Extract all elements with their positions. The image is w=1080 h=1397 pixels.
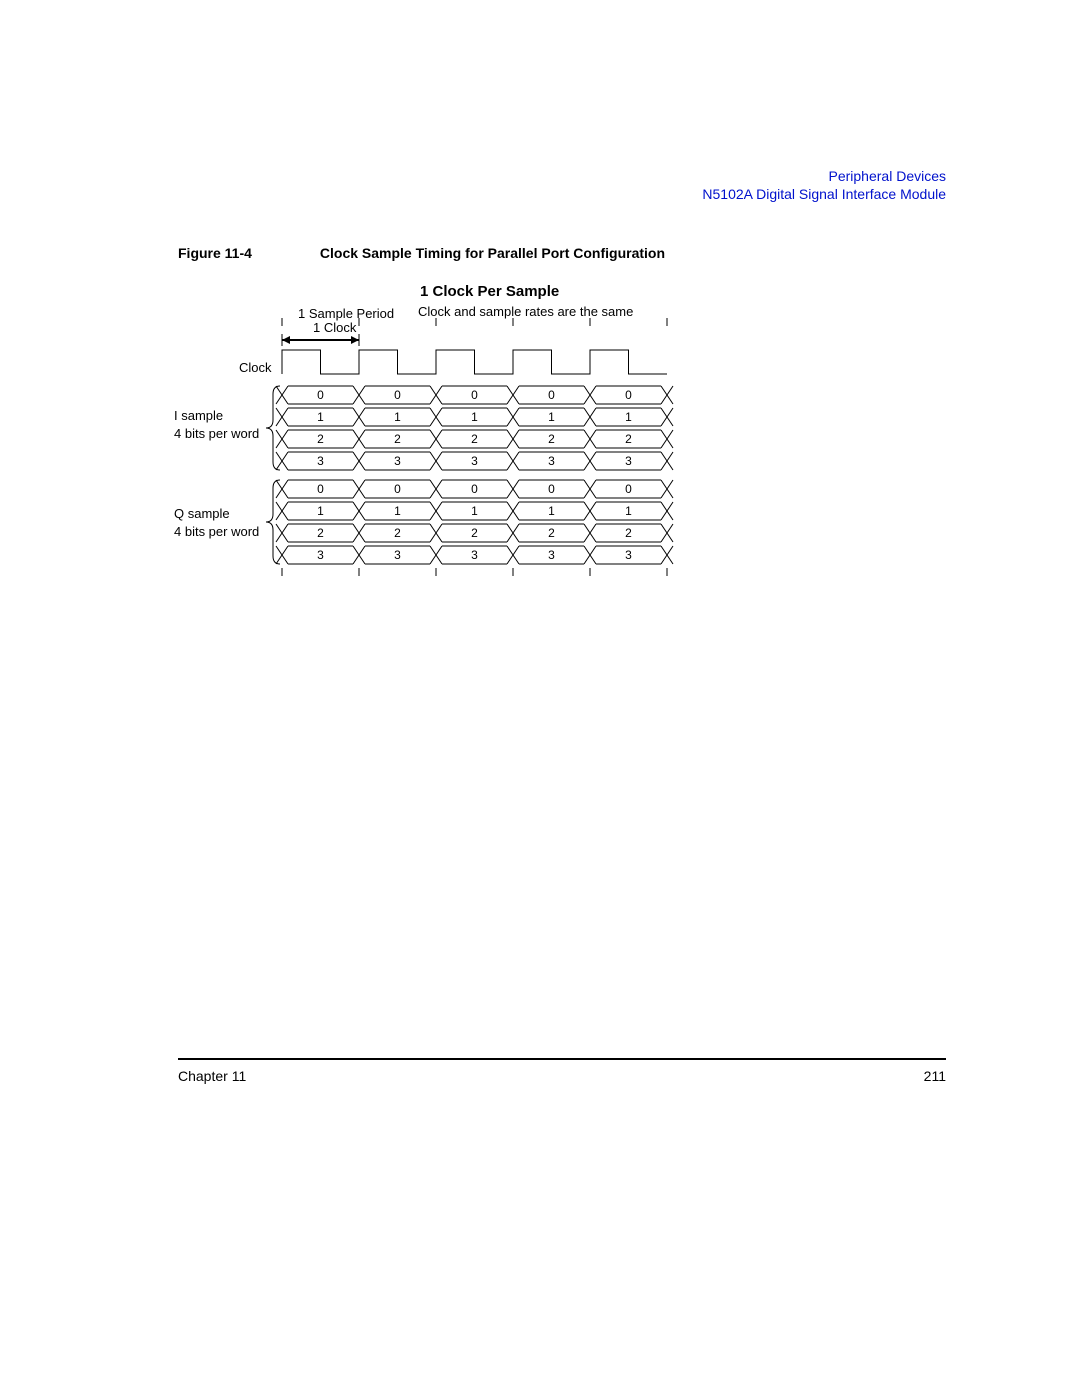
svg-text:0: 0 — [394, 482, 401, 496]
svg-text:2: 2 — [625, 526, 632, 540]
svg-text:1: 1 — [394, 504, 401, 518]
svg-text:2: 2 — [317, 432, 324, 446]
svg-text:0: 0 — [548, 482, 555, 496]
svg-text:3: 3 — [548, 548, 555, 562]
svg-text:3: 3 — [625, 454, 632, 468]
svg-text:0: 0 — [625, 482, 632, 496]
timing-diagram: 1 Sample Period 1 Clock Clock I sample 4… — [178, 298, 658, 578]
page: Peripheral Devices N5102A Digital Signal… — [0, 0, 1080, 1397]
svg-text:1: 1 — [625, 410, 632, 424]
svg-text:1: 1 — [625, 504, 632, 518]
svg-text:2: 2 — [548, 526, 555, 540]
svg-text:3: 3 — [317, 454, 324, 468]
svg-text:2: 2 — [317, 526, 324, 540]
timing-svg: 0 0 0 0 0 1 1 1 1 1 2 2 2 2 2 3 3 3 3 3 0 0 0 0 0 1 1 1 1 1 2 2 2 2 2 3 3 3 3 3 — [178, 298, 698, 588]
svg-text:2: 2 — [625, 432, 632, 446]
svg-text:2: 2 — [394, 526, 401, 540]
svg-text:0: 0 — [625, 388, 632, 402]
svg-text:1: 1 — [317, 504, 324, 518]
svg-text:1: 1 — [471, 410, 478, 424]
svg-text:3: 3 — [548, 454, 555, 468]
svg-text:0: 0 — [317, 388, 324, 402]
svg-text:3: 3 — [471, 548, 478, 562]
svg-text:1: 1 — [548, 410, 555, 424]
svg-text:0: 0 — [471, 388, 478, 402]
svg-text:3: 3 — [394, 548, 401, 562]
svg-text:3: 3 — [471, 454, 478, 468]
figure-caption: Clock Sample Timing for Parallel Port Co… — [320, 245, 665, 261]
svg-text:0: 0 — [317, 482, 324, 496]
running-header: Peripheral Devices N5102A Digital Signal… — [702, 168, 946, 203]
svg-text:1: 1 — [471, 504, 478, 518]
svg-text:2: 2 — [471, 432, 478, 446]
svg-text:2: 2 — [394, 432, 401, 446]
svg-text:2: 2 — [471, 526, 478, 540]
figure-caption-line: Figure 11-4 Clock Sample Timing for Para… — [178, 245, 665, 261]
figure-number: Figure 11-4 — [178, 245, 316, 261]
svg-text:1: 1 — [317, 410, 324, 424]
footer-chapter: Chapter 11 — [178, 1068, 246, 1084]
svg-text:3: 3 — [394, 454, 401, 468]
svg-text:0: 0 — [548, 388, 555, 402]
svg-text:0: 0 — [394, 388, 401, 402]
footer-page-number: 211 — [924, 1068, 946, 1084]
svg-text:3: 3 — [625, 548, 632, 562]
header-line-1: Peripheral Devices — [702, 168, 946, 186]
svg-text:1: 1 — [394, 410, 401, 424]
svg-text:0: 0 — [471, 482, 478, 496]
svg-text:2: 2 — [548, 432, 555, 446]
svg-text:3: 3 — [317, 548, 324, 562]
footer-rule — [178, 1058, 946, 1060]
header-line-2: N5102A Digital Signal Interface Module — [702, 186, 946, 204]
svg-text:1: 1 — [548, 504, 555, 518]
